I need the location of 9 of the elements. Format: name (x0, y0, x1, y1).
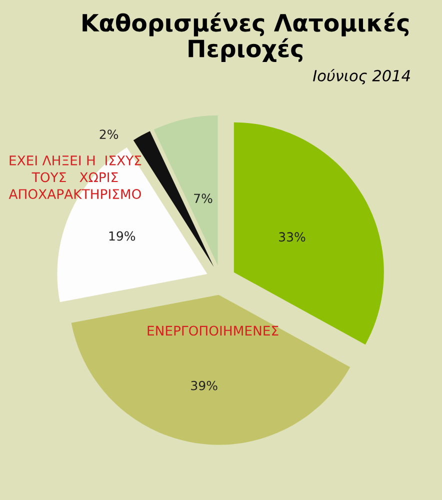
data-label: 19% (109, 231, 136, 241)
data-label: 2% (100, 130, 118, 140)
chart-subtitle: Ιούνιος 2014 (313, 69, 410, 84)
chart-title: Καθορισμένες Λατομικές Περιοχές (82, 12, 409, 62)
data-label: 7% (194, 194, 212, 204)
data-label: 39% (191, 380, 218, 390)
data-label: 33% (279, 232, 306, 242)
slice-label: ΕΧΕΙ ΛΗΞΕΙ Η ΙΣΧΥΣ ΤΟΥΣ ΧΩΡΙΣ ΑΠΟΧΑΡΑΚΤΗΡΙΣΜΟ (8, 156, 142, 200)
slice-label: ΕΝΕΡΓΟΠΟΙΗΜΕΝΕΣ (148, 326, 278, 336)
